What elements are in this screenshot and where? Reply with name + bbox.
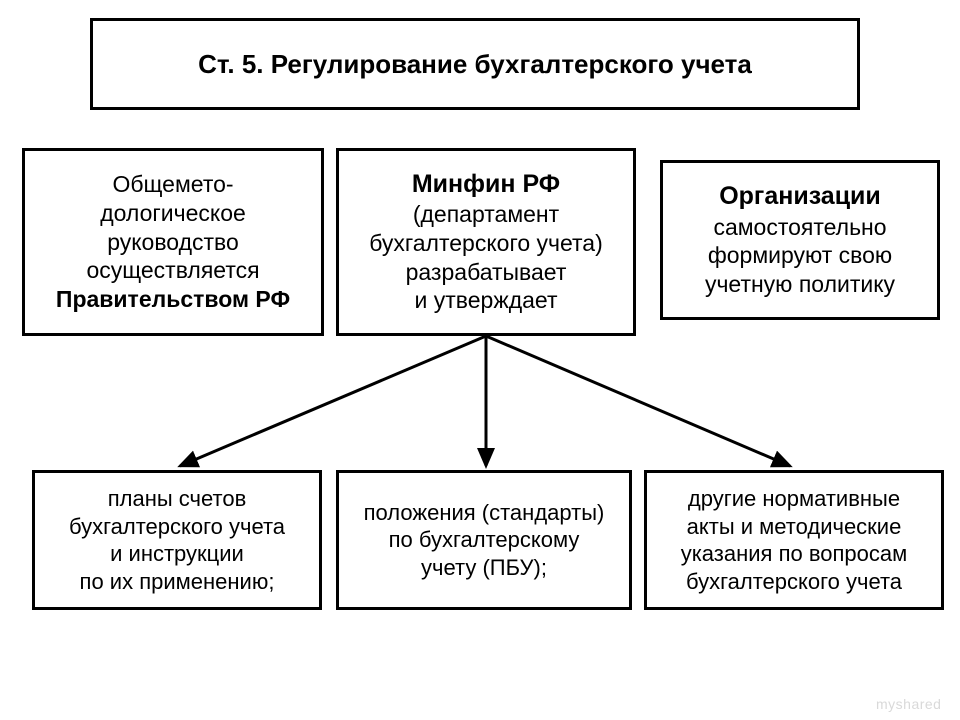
- bot-right-line1: другие нормативные: [688, 485, 900, 513]
- title-text: Ст. 5. Регулирование бухгалтерского учет…: [198, 48, 752, 81]
- mid-left-line3: руководство: [107, 228, 239, 257]
- arrow-left: [180, 336, 486, 466]
- mid-center-box: Минфин РФ (департамент бухгалтерского уч…: [336, 148, 636, 336]
- mid-right-box: Организации самостоятельно формируют сво…: [660, 160, 940, 320]
- bot-left-line3: и инструкции: [110, 540, 244, 568]
- mid-center-line3: разрабатывает: [406, 258, 567, 287]
- bot-left-line2: бухгалтерского учета: [69, 513, 285, 541]
- title-box: Ст. 5. Регулирование бухгалтерского учет…: [90, 18, 860, 110]
- mid-right-line1: самостоятельно: [713, 213, 886, 242]
- bot-left-line4: по их применению;: [80, 568, 275, 596]
- mid-right-line3: учетную политику: [705, 270, 895, 299]
- bot-center-box: положения (стандарты) по бухгалтерскому …: [336, 470, 632, 610]
- bot-right-line3: указания по вопросам: [681, 540, 908, 568]
- bot-right-box: другие нормативные акты и методические у…: [644, 470, 944, 610]
- bot-right-line2: акты и методические: [687, 513, 902, 541]
- mid-center-bold: Минфин РФ: [412, 169, 560, 200]
- mid-right-line2: формируют свою: [708, 241, 892, 270]
- mid-center-line1: (департамент: [413, 200, 559, 229]
- bot-right-line4: бухгалтерского учета: [686, 568, 902, 596]
- mid-center-line4: и утверждает: [415, 286, 558, 315]
- bot-center-line2: по бухгалтерскому: [389, 526, 580, 554]
- bot-center-line1: положения (стандарты): [364, 499, 605, 527]
- bot-left-box: планы счетов бухгалтерского учета и инст…: [32, 470, 322, 610]
- mid-left-box: Общемето- дологическое руководство осуще…: [22, 148, 324, 336]
- arrow-right: [486, 336, 790, 466]
- watermark-text: myshared: [876, 696, 941, 712]
- mid-right-bold: Организации: [719, 181, 881, 212]
- bot-left-line1: планы счетов: [108, 485, 247, 513]
- mid-left-line1: Общемето-: [112, 170, 233, 199]
- bot-center-line3: учету (ПБУ);: [421, 554, 547, 582]
- watermark: myshared: [876, 696, 941, 712]
- mid-left-line4: осуществляется: [86, 256, 259, 285]
- mid-center-line2: бухгалтерского учета): [369, 229, 603, 258]
- mid-left-bold: Правительством РФ: [56, 285, 290, 314]
- mid-left-line2: дологическое: [100, 199, 246, 228]
- diagram-canvas: Ст. 5. Регулирование бухгалтерского учет…: [0, 0, 960, 720]
